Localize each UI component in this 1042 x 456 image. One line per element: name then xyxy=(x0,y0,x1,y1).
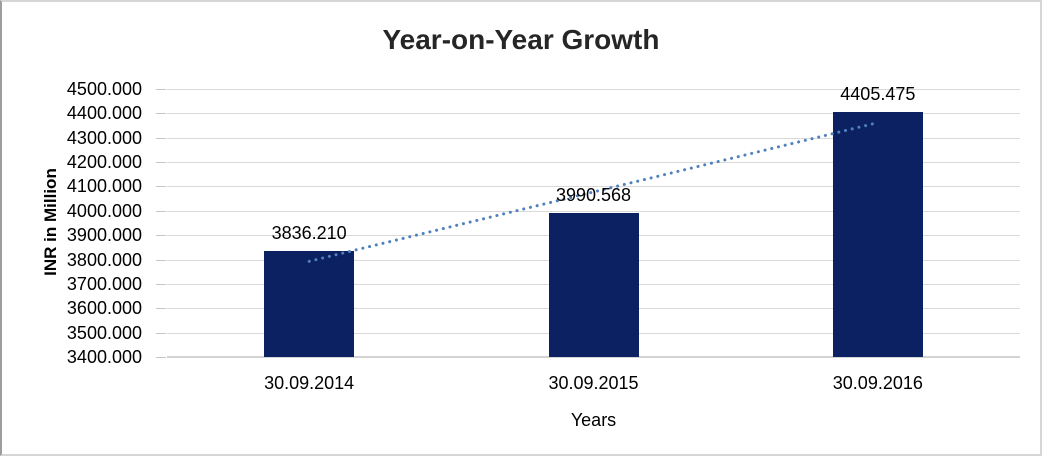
y-tick-mark xyxy=(156,186,166,188)
y-tick-mark xyxy=(156,332,166,334)
y-tick-label: 4100.000 xyxy=(66,176,142,197)
bar-data-label: 4405.475 xyxy=(840,84,916,105)
y-tick-label: 3700.000 xyxy=(66,273,142,294)
bar-30.09.2016 xyxy=(832,112,923,357)
y-tick-label: 4300.000 xyxy=(66,127,142,148)
y-tick-mark xyxy=(156,308,166,310)
bar-30.09.2014 xyxy=(264,250,355,357)
y-tick-mark xyxy=(156,259,166,261)
y-tick-mark xyxy=(156,235,166,237)
x-axis-title: Years xyxy=(570,410,617,430)
y-tick-label: 4000.000 xyxy=(66,200,142,221)
y-tick-label: 3500.000 xyxy=(66,322,142,343)
x-tick-label: 30.09.2015 xyxy=(548,373,639,393)
bar-30.09.2015 xyxy=(548,213,639,357)
y-tick-label: 3900.000 xyxy=(66,225,142,246)
gridline xyxy=(167,113,1020,115)
y-tick-mark xyxy=(156,137,166,139)
y-tick-mark xyxy=(156,283,166,285)
y-tick-label: 4400.000 xyxy=(66,103,142,124)
y-tick-label: 4200.000 xyxy=(66,152,142,173)
y-tick-mark xyxy=(156,357,166,358)
x-axis-line xyxy=(167,356,1020,358)
bar-data-label: 3836.210 xyxy=(271,222,347,243)
y-tick-mark xyxy=(156,89,166,90)
y-tick-label: 3400.000 xyxy=(66,347,142,367)
y-tick-mark xyxy=(156,210,166,212)
chart-title: Year-on-Year Growth xyxy=(382,24,660,55)
x-tick-label: 30.09.2016 xyxy=(832,373,923,393)
y-tick-label: 4500.000 xyxy=(66,79,142,99)
x-tick-label: 30.09.2014 xyxy=(264,373,355,393)
y-tick-mark xyxy=(156,162,166,164)
bar-data-label: 3990.568 xyxy=(555,185,632,206)
y-tick-mark xyxy=(156,113,166,115)
y-tick-label: 3600.000 xyxy=(66,298,142,319)
y-tick-label: 3800.000 xyxy=(66,249,142,270)
gridline xyxy=(167,89,1020,90)
